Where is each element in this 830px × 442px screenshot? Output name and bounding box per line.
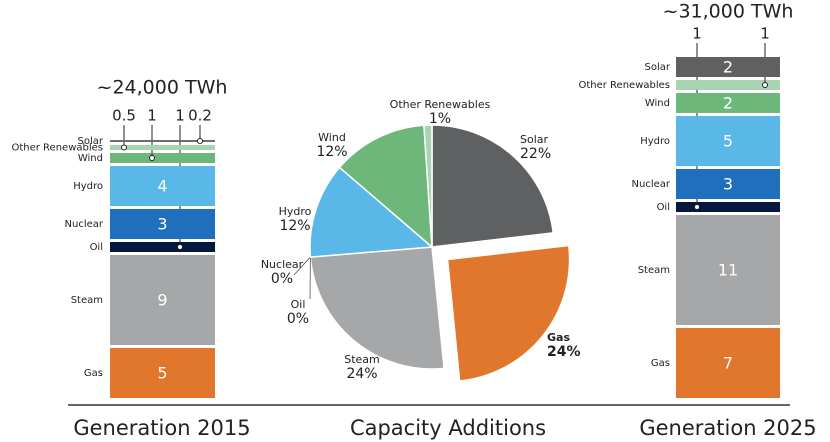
callout-dot (694, 204, 700, 210)
category-label: Steam (638, 265, 670, 276)
value-label: 1 (175, 107, 185, 125)
chart-title: Generation 2015 (73, 416, 250, 440)
slice-value: 24% (547, 344, 581, 360)
chart-title: Capacity Additions (350, 416, 546, 440)
value-label: 5 (157, 364, 167, 383)
value-label: 3 (723, 175, 733, 194)
category-label: Other Renewables (578, 80, 670, 91)
value-label: 2 (723, 58, 733, 77)
slice-label: Nuclear (261, 258, 304, 271)
chart-subtitle: ~24,000 TWh (97, 77, 228, 99)
slice-label: Oil (291, 298, 306, 311)
category-label: Wind (78, 153, 103, 164)
value-label: 5 (723, 132, 733, 151)
value-label: 1 (147, 107, 157, 125)
value-label: 3 (157, 215, 167, 234)
category-label: Nuclear (632, 179, 671, 190)
bar-segment (676, 116, 780, 166)
pie-slice (338, 124, 433, 249)
bar-segment (110, 242, 215, 252)
bar-segment (676, 93, 780, 113)
value-label: 11 (718, 261, 738, 280)
slice-value: 24% (346, 366, 377, 382)
bar-segment (676, 215, 780, 325)
slice-value: 12% (316, 144, 347, 160)
bar-segment (676, 57, 780, 77)
bar-segment (110, 255, 215, 345)
callout-dot (177, 244, 183, 250)
pie-slice (423, 124, 433, 248)
leader-line (293, 256, 311, 276)
value-label: 0.2 (188, 107, 212, 125)
category-label: Wind (645, 98, 670, 109)
slice-label: Steam (344, 353, 380, 366)
category-label: Gas (651, 358, 670, 369)
category-label: Hydro (640, 136, 670, 147)
slice-value: 12% (279, 218, 310, 234)
callout-dot (197, 138, 203, 144)
category-label: Solar (645, 62, 671, 73)
bar-segment (110, 166, 215, 206)
pie-slice (309, 246, 445, 370)
callout-dot (149, 155, 155, 161)
category-label: Hydro (73, 181, 103, 192)
slice-value: 1% (429, 111, 451, 127)
category-label: Gas (84, 368, 103, 379)
bar-segment (110, 153, 215, 163)
value-label: 1 (760, 25, 770, 43)
bar-segment (110, 209, 215, 239)
value-label: 9 (157, 291, 167, 310)
category-label: Other Renewables (11, 143, 103, 154)
pie-slice (431, 124, 555, 248)
pie-slice (309, 166, 434, 258)
callout-dot (121, 144, 127, 151)
slice-value: 0% (287, 311, 309, 327)
slice-label: Other Renewables (390, 98, 491, 111)
category-label: Nuclear (65, 219, 104, 230)
slice-label: Solar (520, 133, 549, 146)
value-label: 1 (692, 25, 702, 43)
category-label: Steam (71, 295, 103, 306)
value-label: 4 (157, 177, 167, 196)
value-label: 7 (723, 354, 733, 373)
category-label: Oil (90, 242, 103, 253)
callout-dot (762, 82, 768, 88)
bar-segment (676, 328, 780, 398)
slice-label: Gas (547, 331, 570, 344)
bar-segment (676, 202, 780, 212)
bar-segment (110, 348, 215, 398)
category-label: Solar (78, 136, 104, 147)
slice-value: 22% (520, 146, 551, 162)
value-label: 0.5 (112, 107, 136, 125)
bar-segment (110, 140, 215, 142)
pie-slice (446, 244, 571, 382)
slice-value: 0% (271, 271, 293, 287)
slice-label: Hydro (279, 205, 312, 218)
bar-segment (676, 169, 780, 199)
category-label: Oil (657, 202, 670, 213)
bar-segment (676, 80, 780, 90)
slice-label: Wind (318, 131, 346, 144)
value-label: 2 (723, 94, 733, 113)
chart-title: Generation 2025 (639, 416, 816, 440)
bar-segment (110, 145, 215, 150)
chart-subtitle: ~31,000 TWh (663, 1, 794, 23)
